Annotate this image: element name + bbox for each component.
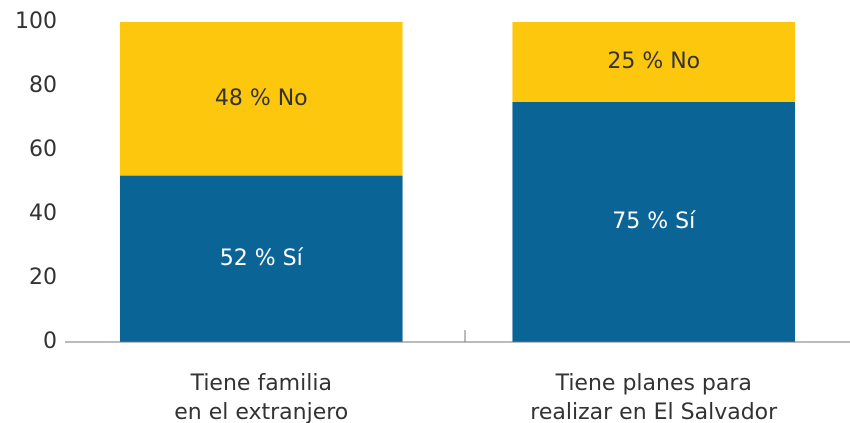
bar-segment (512, 22, 796, 102)
value-label: 48 % No (215, 86, 308, 111)
value-label: 25 % No (607, 49, 700, 74)
x-tick-label: Tiene familia (190, 371, 332, 396)
value-label: 75 % Sí (612, 209, 696, 234)
bar-segment (512, 102, 796, 342)
x-tick-label: realizar en El Salvador (530, 400, 778, 423)
value-label: 52 % Sí (220, 246, 304, 271)
y-tick-label: 20 (29, 265, 57, 290)
x-tick-label: Tiene planes para (555, 371, 752, 396)
bar-segment (119, 22, 403, 176)
y-tick-label: 40 (29, 201, 57, 226)
x-tick-label: en el extranjero (174, 400, 348, 423)
bar-segment (119, 175, 403, 342)
y-tick-label: 80 (29, 73, 57, 98)
y-tick-label: 100 (15, 9, 57, 34)
y-tick-label: 60 (29, 137, 57, 162)
y-tick-label: 0 (43, 329, 57, 354)
